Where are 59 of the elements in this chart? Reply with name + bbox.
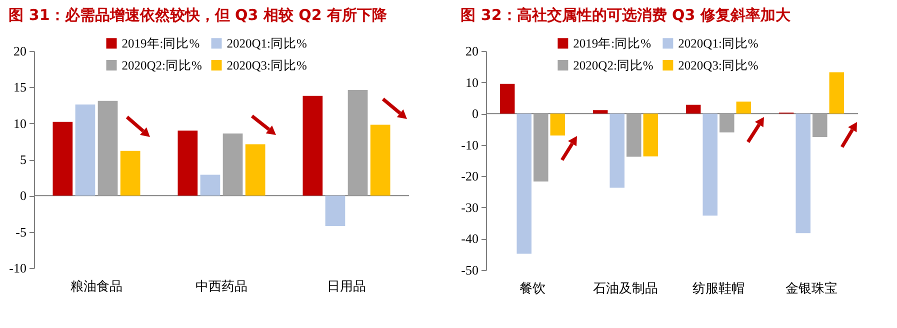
x-tick-label: 中西药品: [196, 278, 248, 294]
y-tick-label: -50: [461, 262, 478, 278]
y-tick-label: -30: [461, 200, 478, 215]
y-tick-label: -20: [461, 168, 478, 184]
y-tick-label: -10: [461, 137, 478, 152]
legend-label: 2020Q3:同比%: [678, 58, 758, 72]
bar: [370, 124, 390, 196]
bar: [812, 114, 828, 138]
bar: [245, 144, 266, 196]
x-tick-label: 日用品: [327, 278, 366, 294]
x-tick-label: 石油及制品: [593, 280, 658, 296]
bar: [626, 114, 642, 157]
bar: [796, 114, 810, 234]
bar: [736, 102, 752, 114]
bar: [120, 150, 140, 196]
legend-label: 2020Q1:同比%: [226, 36, 307, 50]
bar: [52, 122, 73, 196]
legend-label: 2020Q3:同比%: [226, 58, 307, 72]
bar: [592, 110, 608, 114]
bar: [98, 100, 118, 196]
legend-label: 2019年:同比%: [122, 36, 200, 50]
bar: [75, 104, 96, 196]
y-tick-label: 5: [20, 152, 26, 167]
bar: [550, 114, 566, 136]
x-tick-label: 餐饮: [520, 280, 546, 296]
y-tick-label: -10: [9, 260, 26, 276]
x-tick-label: 纺服鞋帽: [692, 280, 744, 296]
y-tick-label: 0: [20, 188, 26, 204]
y-tick-label: 20: [466, 44, 478, 58]
y-tick-label: 10: [14, 116, 26, 131]
bar: [702, 114, 718, 216]
bar: [178, 130, 198, 196]
bar: [516, 114, 532, 254]
bar: [348, 90, 368, 196]
x-tick-label: 金银珠宝: [786, 280, 838, 296]
bar: [829, 72, 844, 114]
bar: [643, 114, 658, 156]
bar: [222, 133, 243, 196]
legend-label: 2020Q2:同比%: [573, 58, 654, 72]
y-tick-label: 10: [466, 74, 478, 90]
y-tick-label: -40: [461, 231, 478, 246]
chart-title: 图 31：必需品增速依然较快，但 Q3 相较 Q2 有所下降: [8, 6, 388, 24]
bar: [610, 114, 624, 188]
bar: [686, 104, 701, 114]
bar: [200, 174, 220, 196]
bar: [302, 96, 323, 196]
y-tick-label: 0: [472, 106, 478, 122]
chart-title: 图 32：高社交属性的可选消费 Q3 修复斜率加大: [460, 6, 792, 24]
y-tick-label: -5: [16, 224, 26, 240]
y-tick-label: 20: [14, 44, 26, 58]
legend-label: 2020Q2:同比%: [122, 58, 202, 72]
bar: [534, 114, 548, 182]
bar: [500, 84, 515, 114]
y-tick-label: 15: [14, 80, 26, 95]
legend-label: 2020Q1:同比%: [678, 36, 758, 50]
bar: [720, 114, 734, 132]
bar: [325, 196, 346, 226]
x-tick-label: 粮油食品: [70, 278, 122, 294]
legend-label: 2019年:同比%: [573, 36, 652, 50]
